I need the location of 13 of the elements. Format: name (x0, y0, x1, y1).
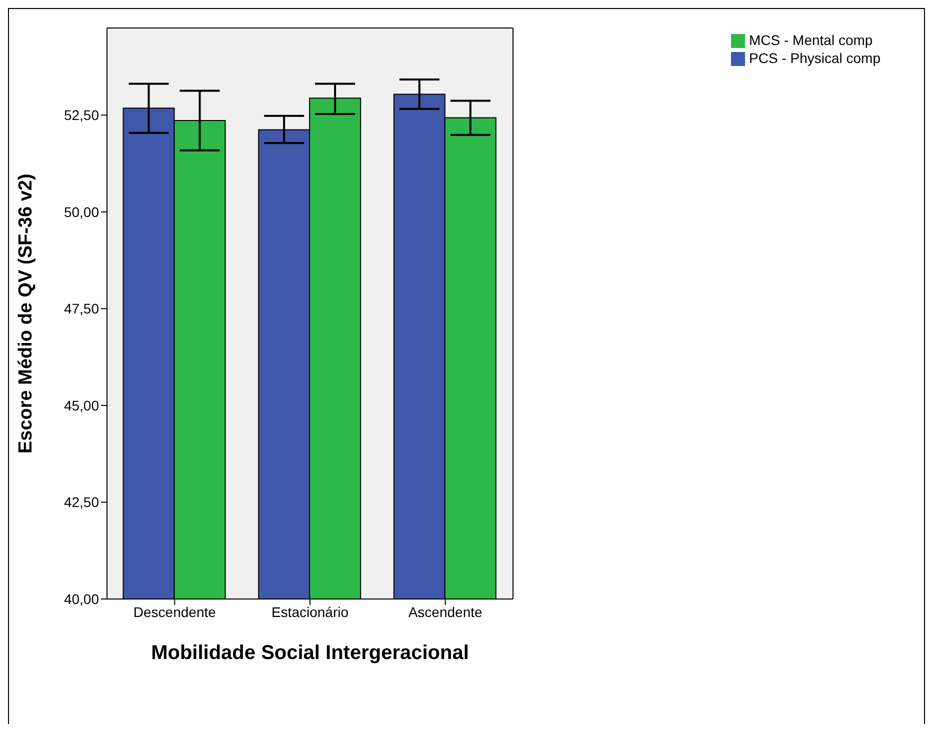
legend-label: MCS - Mental comp (749, 32, 873, 48)
x-tick-label: Estacionário (271, 604, 349, 620)
x-axis-title: Mobilidade Social Intergeracional (151, 642, 469, 664)
y-tick-label: 50,00 (64, 204, 100, 220)
y-tick-label: 52,50 (64, 107, 100, 124)
y-axis-title: Escore Médio de QV (SF-36 v2) (16, 174, 37, 454)
x-tick-label: Descendente (133, 604, 216, 620)
legend-label: PCS - Physical comp (749, 50, 880, 66)
y-tick-label: 47,50 (64, 300, 100, 317)
y-tick-label: 42,50 (64, 494, 100, 510)
x-tick-label: Ascendente (408, 604, 483, 620)
y-tick-label: 40,00 (64, 590, 100, 607)
y-tick-label: 45,00 (64, 397, 100, 414)
